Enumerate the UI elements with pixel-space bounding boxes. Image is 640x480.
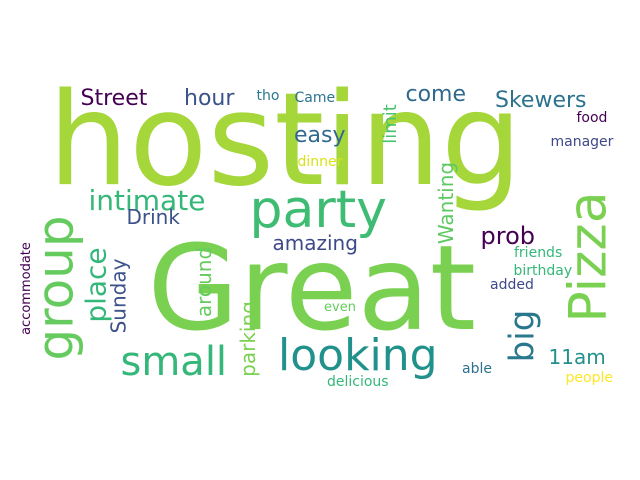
word-tho: tho — [256, 88, 280, 104]
word-limit: limit — [379, 104, 401, 144]
word-hour: hour — [184, 86, 235, 111]
word-11am: 11am — [548, 345, 606, 369]
word-intimate: intimate — [88, 184, 206, 217]
word-added: added — [490, 277, 534, 293]
word-accommodate: accommodate — [18, 241, 34, 335]
word-parking: parking — [235, 301, 260, 377]
word-dinner: dinner — [297, 154, 343, 170]
word-delicious: delicious — [327, 374, 389, 390]
word-came: Came — [294, 90, 336, 106]
word-easy: easy — [294, 123, 346, 148]
word-food: food — [576, 110, 608, 126]
word-great: Great — [147, 219, 477, 357]
word-sunday: Sunday — [105, 258, 130, 334]
word-pizza: Pizza — [558, 191, 619, 323]
word-prob: prob — [480, 222, 536, 250]
word-drink: Drink — [126, 205, 180, 229]
word-come: come — [405, 82, 467, 107]
word-wanting: Wanting — [434, 161, 459, 245]
word-around: around — [192, 246, 217, 318]
word-big: big — [501, 309, 542, 363]
word-friends: friends — [514, 245, 563, 261]
word-even: even — [324, 299, 356, 315]
word-street: Street — [80, 86, 148, 111]
word-birthday: birthday — [513, 263, 573, 279]
word-able: able — [462, 361, 492, 377]
word-party: party — [249, 180, 387, 240]
word-small: small — [120, 339, 228, 385]
word-hosting: hosting — [48, 66, 523, 215]
word-skewers: Skewers — [495, 88, 587, 113]
word-looking: looking — [278, 330, 438, 381]
word-group: group — [26, 215, 85, 361]
word-amazing: amazing — [272, 231, 358, 255]
word-manager: manager — [550, 134, 614, 150]
word-people: people — [565, 370, 613, 386]
